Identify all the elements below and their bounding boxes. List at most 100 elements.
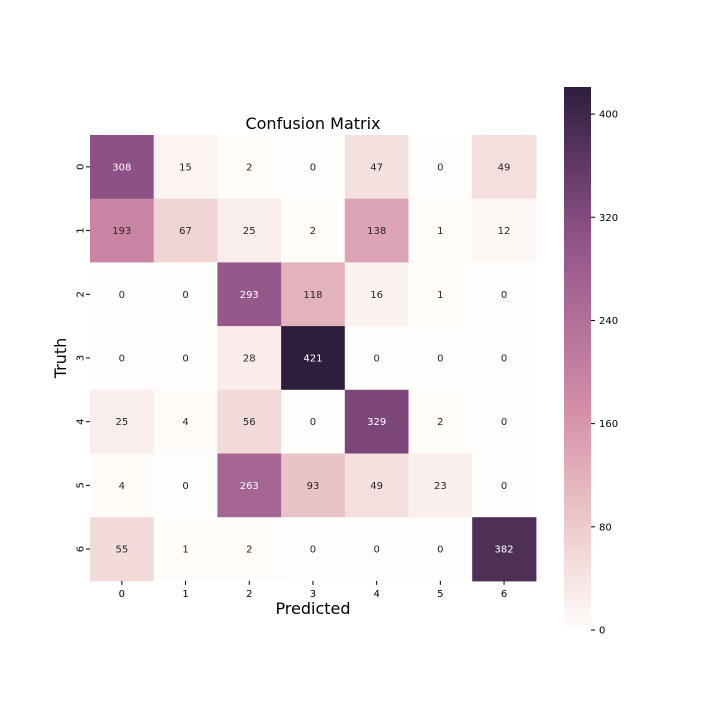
- colorbar-tick-label: 0: [599, 626, 605, 637]
- cell-value-label: 0: [182, 353, 188, 364]
- heatmap-cell: [217, 198, 282, 263]
- colorbar-tick-label: 400: [599, 110, 618, 121]
- heatmap-cell: [153, 453, 218, 518]
- colorbar: [564, 87, 591, 630]
- cell-value-label: 0: [373, 353, 379, 364]
- cell-value-label: 4: [119, 481, 125, 492]
- x-tick-label: 1: [182, 589, 188, 600]
- cell-value-label: 0: [437, 545, 443, 556]
- x-tick-label: 4: [373, 589, 379, 600]
- colorbar-tick-label: 240: [599, 316, 618, 327]
- cell-value-label: 25: [115, 417, 128, 428]
- x-tick-label: 2: [246, 589, 252, 600]
- heatmap-cell: [344, 326, 409, 391]
- heatmap-cell: [90, 517, 155, 582]
- y-tick-label: 1: [76, 227, 87, 233]
- heatmap-cell: [217, 135, 282, 200]
- cell-value-label: 138: [367, 226, 386, 237]
- heatmap-cell: [344, 135, 409, 200]
- cell-value-label: 15: [179, 162, 192, 173]
- heatmap-cell: [153, 326, 218, 391]
- heatmap-cell: [281, 389, 346, 454]
- heatmap-cell: [153, 135, 218, 200]
- heatmap-cell: [281, 326, 346, 391]
- cell-value-label: 49: [498, 162, 511, 173]
- heatmap-cell: [472, 453, 537, 518]
- heatmap-cell: [153, 389, 218, 454]
- x-tick-label: 0: [119, 589, 125, 600]
- cell-value-label: 329: [367, 417, 386, 428]
- colorbar-tick-label: 80: [599, 522, 612, 533]
- cell-value-label: 308: [112, 162, 131, 173]
- cell-value-label: 0: [501, 481, 507, 492]
- cell-value-label: 0: [437, 162, 443, 173]
- heatmap-cell: [90, 326, 155, 391]
- cell-value-label: 0: [310, 162, 316, 173]
- cell-value-label: 1: [182, 545, 188, 556]
- y-tick-label: 0: [76, 164, 87, 170]
- cell-value-label: 0: [310, 545, 316, 556]
- cell-value-label: 28: [243, 353, 256, 364]
- cell-value-label: 4: [182, 417, 188, 428]
- y-tick-label: 6: [76, 546, 87, 552]
- heatmap-cell: [90, 262, 155, 327]
- y-axis-ticks: 0 1 2 3 4 5 6: [76, 164, 90, 552]
- x-tick-label: 5: [437, 589, 443, 600]
- cell-value-label: 0: [437, 353, 443, 364]
- heatmap-cell: [408, 326, 473, 391]
- heatmap-cell: [281, 262, 346, 327]
- heatmap-cell: [408, 135, 473, 200]
- heatmap-cell: [153, 198, 218, 263]
- heatmap-cell: [408, 453, 473, 518]
- heatmap-cell: [217, 517, 282, 582]
- cell-value-label: 1: [437, 290, 443, 301]
- heatmap-cell: [281, 198, 346, 263]
- x-axis-ticks: 0 1 2 3 4 5 6: [119, 580, 507, 600]
- y-tick-label: 2: [76, 291, 87, 297]
- cell-value-label: 0: [501, 353, 507, 364]
- heatmap-cell: [472, 198, 537, 263]
- cell-value-label: 0: [182, 290, 188, 301]
- cell-value-label: 382: [495, 545, 514, 556]
- cell-value-label: 12: [498, 226, 511, 237]
- cell-value-label: 0: [119, 290, 125, 301]
- cell-value-label: 421: [303, 353, 322, 364]
- heatmap-cell: [217, 389, 282, 454]
- cell-value-label: 49: [370, 481, 383, 492]
- cell-value-label: 25: [243, 226, 256, 237]
- cell-value-label: 2: [246, 162, 252, 173]
- heatmap-cell: [217, 326, 282, 391]
- x-axis-label: Predicted: [275, 599, 350, 618]
- heatmap-cell: [344, 517, 409, 582]
- cell-value-label: 0: [501, 417, 507, 428]
- colorbar-ticks: 0 80 160 240 320 400: [591, 110, 618, 637]
- cell-value-label: 67: [179, 226, 192, 237]
- x-tick-label: 6: [501, 589, 507, 600]
- heatmap-cell: [281, 517, 346, 582]
- heatmap-cell: [344, 262, 409, 327]
- y-axis-label: Truth: [51, 338, 70, 380]
- heatmap-cell: [217, 262, 282, 327]
- cell-value-label: 93: [307, 481, 320, 492]
- heatmap-cell: [344, 453, 409, 518]
- cell-value-label: 293: [240, 290, 259, 301]
- colorbar-tick-label: 160: [599, 419, 618, 430]
- heatmap-cell: [90, 389, 155, 454]
- heatmap-cell: [408, 389, 473, 454]
- cell-value-label: 47: [370, 162, 383, 173]
- heatmap-cell: [472, 389, 537, 454]
- colorbar-tick-label: 320: [599, 213, 618, 224]
- cell-value-label: 0: [373, 545, 379, 556]
- heatmap-cell: [153, 517, 218, 582]
- cell-value-label: 263: [240, 481, 259, 492]
- heatmap-cell: [408, 198, 473, 263]
- heatmap-cell: [281, 135, 346, 200]
- chart-title: Confusion Matrix: [245, 114, 380, 133]
- heatmap-cell: [90, 198, 155, 263]
- heatmap-cell: [90, 135, 155, 200]
- cell-value-label: 2: [246, 545, 252, 556]
- cell-value-label: 55: [115, 545, 128, 556]
- heatmap-cell: [408, 262, 473, 327]
- heatmap-cell: [472, 517, 537, 582]
